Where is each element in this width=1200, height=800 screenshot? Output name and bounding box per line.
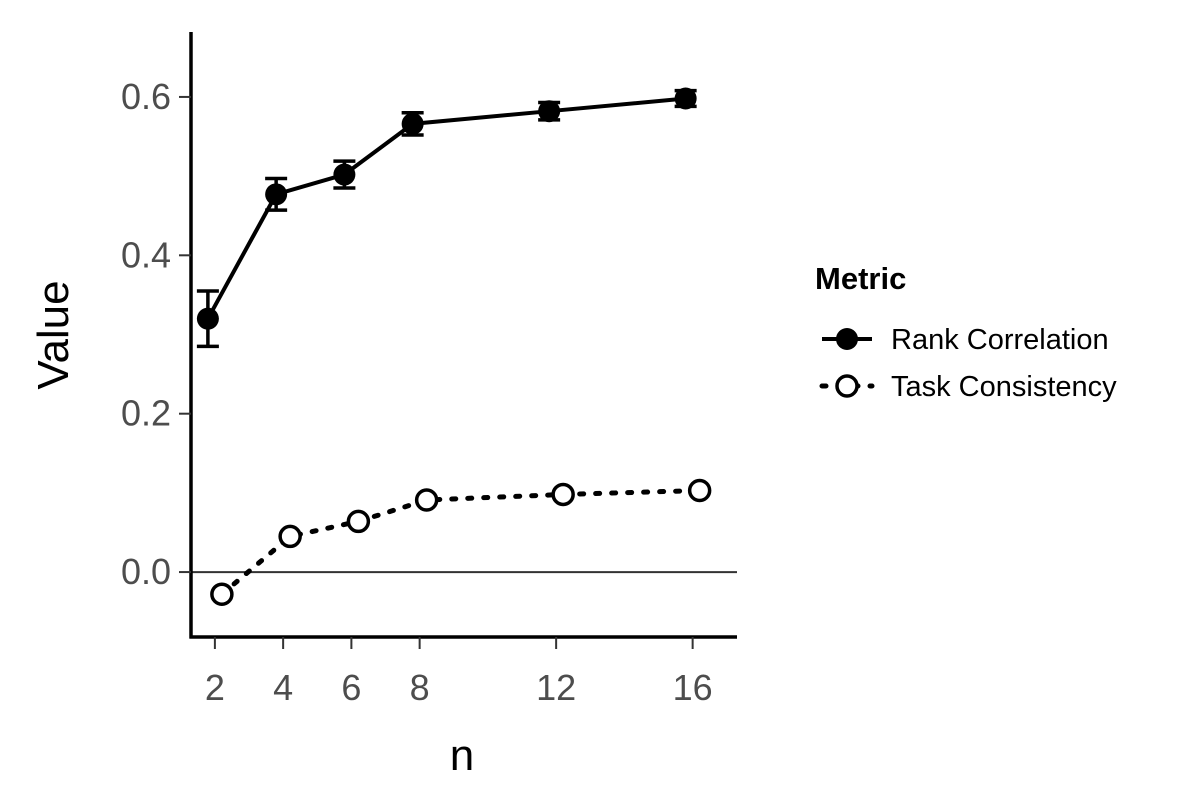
x-tick-label: 6 (341, 667, 361, 708)
y-tick-label: 0.6 (121, 76, 171, 117)
data-point (210, 582, 234, 606)
y-tick-label: 0.0 (121, 551, 171, 592)
axes: 0.0 0.2 0.4 0.6 2 4 6 8 12 16 (121, 32, 737, 708)
legend-marker (835, 374, 859, 398)
y-tick-label: 0.2 (121, 393, 171, 434)
x-tick-label: 16 (673, 667, 713, 708)
legend-item: Task Consistency (819, 371, 1117, 403)
data-point (278, 524, 302, 549)
legend-label: Rank Correlation (891, 324, 1109, 356)
data-point (346, 509, 371, 534)
x-tick-label: 4 (273, 667, 293, 708)
data-point (687, 478, 712, 503)
legend-item: Rank Correlation (822, 324, 1109, 356)
x-axis-title: n (450, 731, 474, 780)
data-point (265, 183, 288, 206)
legend: Metric Rank Correlation Task Consistency (815, 261, 1117, 403)
data-point (333, 163, 356, 186)
data-point (551, 482, 575, 507)
y-tick-label: 0.4 (121, 234, 171, 275)
plot-area (191, 87, 737, 606)
x-tick-label: 8 (410, 667, 430, 708)
y-axis-title: Value (29, 280, 78, 389)
legend-items: Rank Correlation Task Consistency (819, 324, 1117, 403)
series-line (206, 96, 686, 320)
legend-marker (836, 328, 858, 350)
data-point (414, 488, 439, 512)
legend-label: Task Consistency (891, 371, 1117, 403)
data-point (401, 112, 424, 135)
x-tick-label: 12 (536, 667, 576, 708)
data-point (538, 100, 561, 123)
x-tick-label: 2 (205, 667, 225, 708)
series-task-consistency (210, 478, 712, 606)
data-point (674, 87, 697, 110)
data-point (196, 307, 219, 330)
legend-title: Metric (815, 261, 906, 296)
series-rank-correlation (196, 87, 697, 349)
series-line (219, 488, 703, 597)
